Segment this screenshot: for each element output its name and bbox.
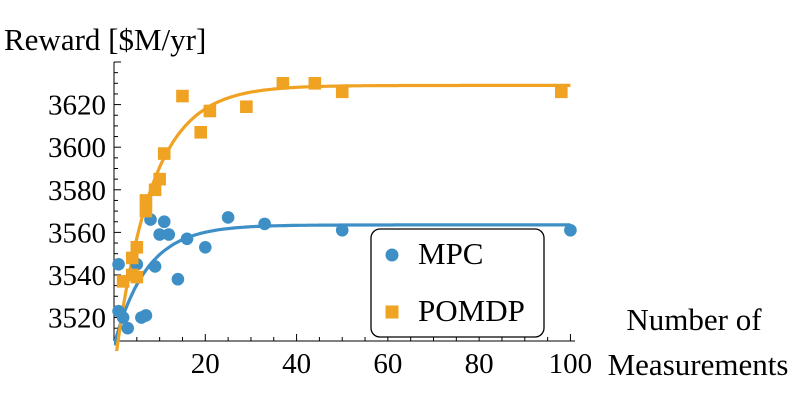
axis-labels: Reward [$M/yr] Number of Measurements — [4, 22, 788, 382]
point-mpc — [335, 223, 349, 237]
point-mpc — [198, 240, 212, 254]
point-mpc — [171, 272, 185, 286]
legend-label-pomdp: POMDP — [418, 293, 525, 328]
y-tick-label: 3520 — [48, 303, 106, 335]
y-tick-label: 3560 — [48, 217, 106, 249]
x-tick-label: 80 — [465, 348, 494, 380]
y-tick-label: 3620 — [48, 90, 106, 122]
x-axis-title-line1: Number of — [626, 302, 762, 337]
point-pomdp — [176, 89, 189, 103]
point-mpc — [116, 311, 130, 324]
point-mpc — [564, 223, 577, 237]
point-pomdp — [240, 100, 253, 114]
point-mpc — [139, 309, 153, 322]
point-mpc — [258, 217, 271, 231]
y-tick-label: 3580 — [48, 175, 106, 207]
y-axis-title: Reward [$M/yr] — [4, 22, 206, 57]
point-mpc — [221, 211, 235, 224]
point-mpc — [157, 215, 171, 229]
x-tick-label: 40 — [282, 348, 311, 380]
point-mpc — [148, 260, 162, 273]
point-pomdp — [125, 251, 139, 265]
point-mpc — [180, 232, 194, 246]
point-mpc — [153, 228, 166, 241]
y-tick-label: 3600 — [48, 132, 106, 164]
legend-marker-mpc — [385, 248, 399, 262]
legend-label-mpc: MPC — [418, 236, 483, 271]
point-mpc — [121, 321, 134, 335]
legend-box — [370, 228, 545, 338]
data-points — [112, 76, 577, 335]
x-axis-title-line2: Measurements — [608, 347, 789, 382]
point-pomdp — [194, 125, 208, 139]
point-pomdp — [276, 76, 290, 90]
point-mpc — [112, 258, 125, 271]
y-tick-label: 3540 — [48, 260, 106, 292]
point-pomdp — [139, 194, 153, 207]
point-mpc — [162, 228, 176, 241]
x-tick-label: 60 — [373, 348, 402, 380]
x-tick-label: 20 — [191, 348, 220, 380]
point-pomdp — [203, 104, 217, 118]
point-pomdp — [335, 85, 349, 99]
point-pomdp — [555, 85, 568, 99]
axes: 20 40 60 80 100 3520 3540 3560 3580 3600 3620 — [48, 61, 593, 380]
x-tick-label: 100 — [549, 348, 593, 380]
legend: MPC POMDP — [370, 228, 545, 338]
point-pomdp — [139, 204, 153, 218]
point-pomdp — [153, 172, 166, 186]
point-pomdp — [130, 240, 144, 254]
legend-marker-pomdp — [385, 305, 399, 319]
point-pomdp — [148, 183, 162, 197]
point-pomdp — [157, 147, 171, 160]
point-pomdp — [130, 270, 144, 284]
point-pomdp — [308, 76, 322, 90]
